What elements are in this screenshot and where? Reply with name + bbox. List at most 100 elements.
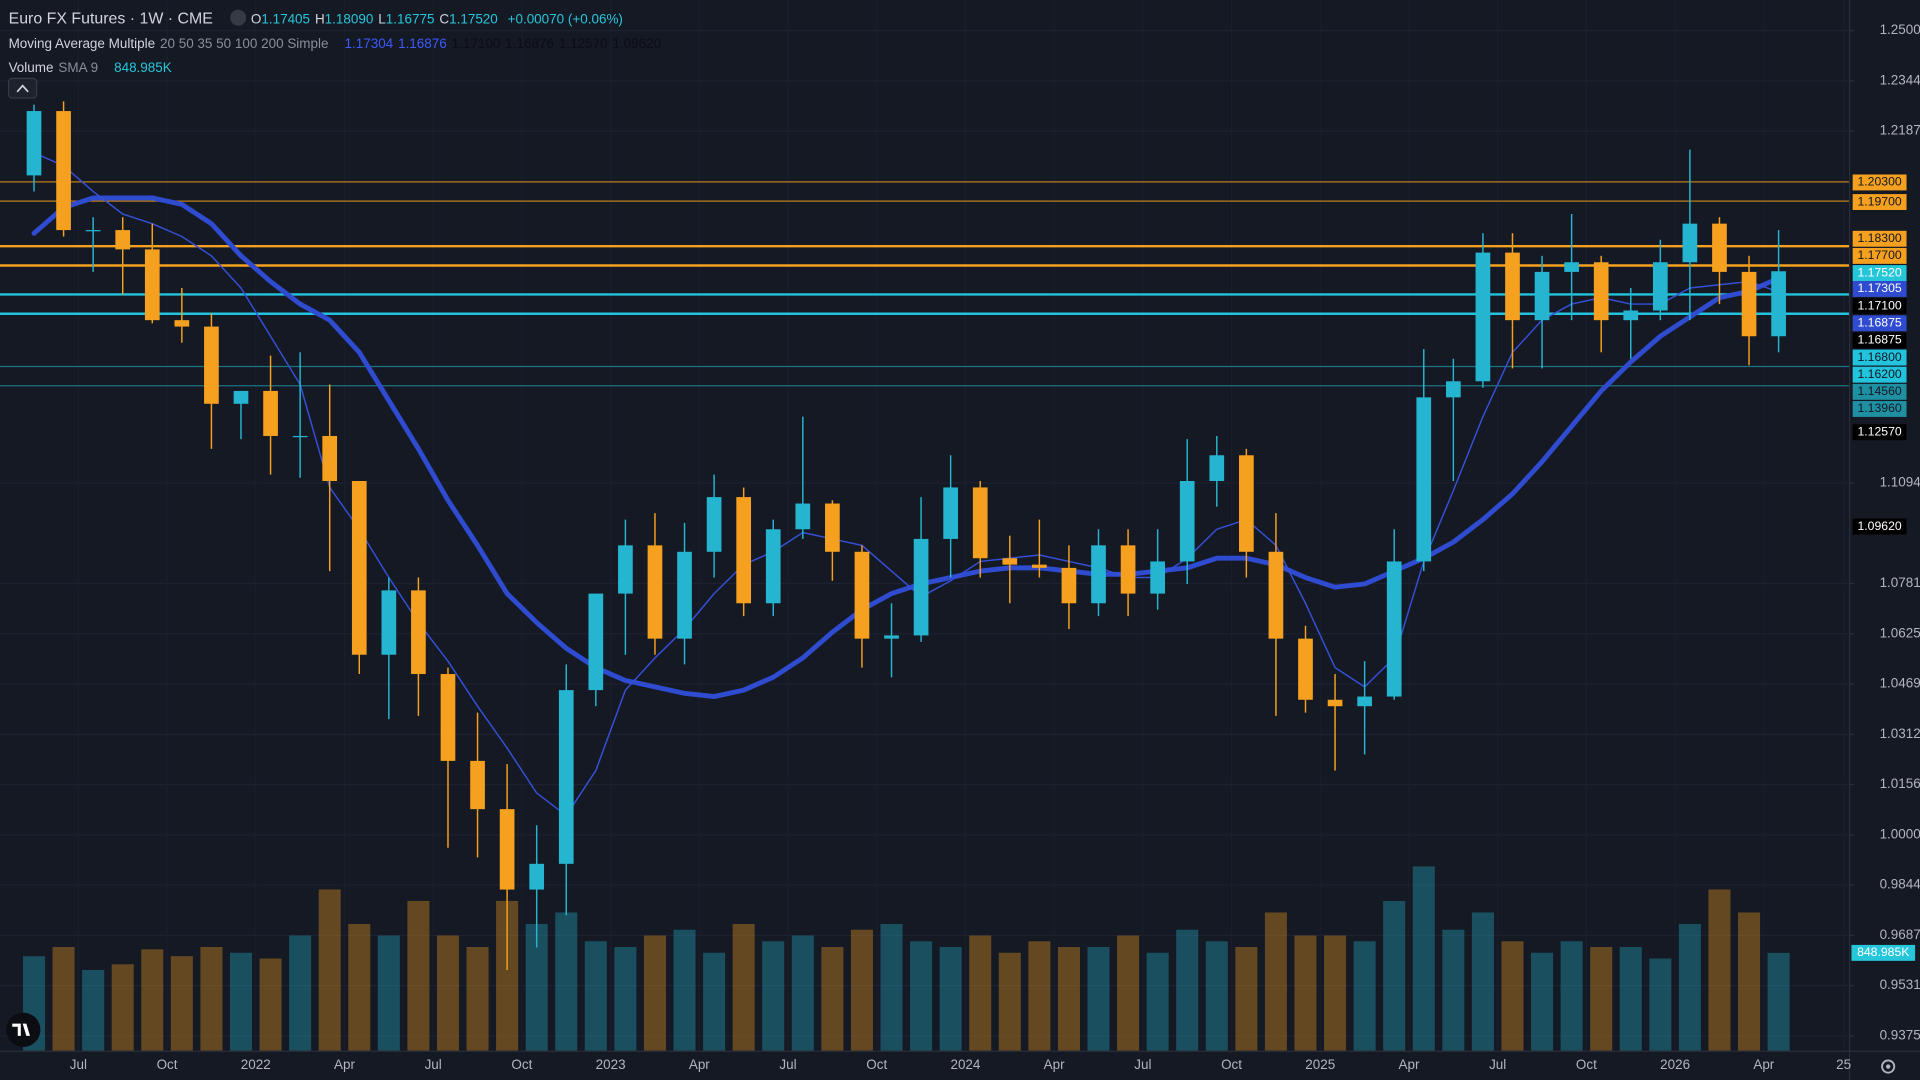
volume-bar bbox=[850, 929, 873, 1051]
candle-body bbox=[1150, 561, 1165, 594]
volume-layer bbox=[22, 866, 1790, 1051]
volume-bar bbox=[762, 941, 785, 1051]
candle-body bbox=[1268, 551, 1284, 639]
indicator-value: 1.17100 bbox=[451, 36, 501, 52]
indicator-name[interactable]: Moving Average Multiple bbox=[8, 36, 156, 52]
volume-bar bbox=[880, 923, 903, 1051]
price-label: 1.17305 bbox=[1857, 281, 1901, 295]
candle-body bbox=[322, 435, 338, 482]
x-tick-label: Apr bbox=[689, 1057, 710, 1072]
volume-bar bbox=[318, 889, 341, 1051]
level-label-box bbox=[1852, 383, 1907, 400]
candle-body bbox=[381, 590, 397, 655]
price-label-box bbox=[1852, 332, 1907, 349]
grid-layer bbox=[0, 30, 1849, 1037]
candle-body bbox=[736, 497, 752, 604]
indicator-value: 1.16876 bbox=[398, 36, 447, 52]
y-tick-label: 1.25000 bbox=[1880, 22, 1920, 37]
volume-bar bbox=[1738, 912, 1761, 1051]
level-label: 1.16800 bbox=[1857, 350, 1901, 364]
volume-bar bbox=[1767, 952, 1790, 1051]
indicator-value: 1.16876 bbox=[505, 36, 554, 52]
candle-body bbox=[1652, 262, 1668, 311]
volume-bar bbox=[1471, 912, 1494, 1051]
candle-body bbox=[233, 390, 249, 404]
candle-body bbox=[351, 481, 367, 655]
candle-body bbox=[263, 390, 278, 436]
x-tick-label: Jul bbox=[425, 1057, 442, 1072]
candle-body bbox=[1593, 262, 1609, 321]
level-label: 1.18300 bbox=[1857, 231, 1901, 245]
collapse-box[interactable] bbox=[7, 77, 38, 99]
y-tick-label: 1.06250 bbox=[1880, 625, 1920, 640]
candle-body bbox=[440, 674, 456, 761]
volume-bar bbox=[614, 947, 637, 1051]
candle-body bbox=[1120, 545, 1136, 594]
y-tick-label: 1.21875 bbox=[1880, 123, 1920, 138]
level-label: 1.14560 bbox=[1857, 384, 1901, 398]
x-tick-label: 2022 bbox=[241, 1057, 271, 1072]
collapse-button[interactable] bbox=[7, 77, 38, 99]
price-label-box bbox=[1852, 265, 1907, 282]
x-tick-label: Oct bbox=[866, 1057, 887, 1072]
volume-bar bbox=[673, 929, 696, 1051]
price-label: 1.17520 bbox=[1857, 265, 1901, 279]
volume-bar bbox=[1560, 941, 1583, 1051]
volume-bar bbox=[52, 947, 75, 1051]
candle-body bbox=[144, 249, 160, 321]
volume-bar bbox=[791, 935, 814, 1051]
volume-bar bbox=[1590, 947, 1613, 1051]
level-label-box bbox=[1852, 230, 1907, 247]
logo-circle bbox=[6, 1012, 41, 1047]
x-tick-label: Apr bbox=[1753, 1057, 1774, 1072]
candle-body bbox=[795, 503, 811, 530]
volume-bar bbox=[821, 947, 844, 1051]
price-label: 1.12570 bbox=[1857, 424, 1901, 438]
symbol-title[interactable]: Euro FX Futures · 1W · CME bbox=[8, 8, 213, 27]
volume-bar bbox=[1531, 952, 1554, 1051]
volume-bar bbox=[525, 923, 548, 1051]
volume-bar bbox=[1294, 935, 1317, 1051]
volume-bar bbox=[1117, 935, 1140, 1051]
moving-average-line bbox=[31, 195, 1782, 700]
level-label-box bbox=[1852, 194, 1907, 211]
y-tick-label: 1.07815 bbox=[1880, 575, 1920, 590]
volume-bar bbox=[1353, 941, 1376, 1051]
price-label: 1.16875 bbox=[1857, 333, 1901, 347]
logo[interactable] bbox=[6, 1012, 41, 1047]
y-tick-label: 0.93750 bbox=[1880, 1028, 1920, 1043]
x-tick-label: Jul bbox=[1489, 1057, 1506, 1072]
candle-body bbox=[1061, 567, 1077, 604]
indicator-value: 848.985K bbox=[114, 61, 172, 76]
candle-body bbox=[972, 487, 988, 559]
indicator-name[interactable]: Volume bbox=[8, 61, 54, 76]
volume-bar bbox=[1176, 929, 1199, 1051]
price-label-box bbox=[1852, 315, 1907, 332]
volume-bar bbox=[1205, 941, 1228, 1051]
settings-button[interactable] bbox=[1881, 1059, 1896, 1074]
candle-body bbox=[1386, 561, 1402, 697]
x-tick-label: Oct bbox=[157, 1057, 178, 1072]
level-label-box bbox=[1852, 349, 1907, 366]
level-label: 1.19700 bbox=[1857, 194, 1901, 208]
x-tick-label: Jul bbox=[1134, 1057, 1151, 1072]
ohlc-key: C bbox=[439, 12, 450, 27]
volume-bar bbox=[1146, 952, 1169, 1051]
price-label: 1.17100 bbox=[1857, 298, 1901, 312]
volume-bar bbox=[1235, 947, 1258, 1051]
candle-body bbox=[1623, 310, 1639, 321]
volume-bar bbox=[1501, 941, 1524, 1051]
volume-bar bbox=[1649, 958, 1672, 1051]
change: +0.00070 (+0.06%) bbox=[507, 12, 623, 27]
volume-bar bbox=[1383, 900, 1406, 1051]
candle-body bbox=[825, 503, 840, 552]
candle-body bbox=[913, 538, 929, 636]
candle-body bbox=[85, 230, 101, 232]
volume-bar bbox=[170, 956, 193, 1051]
indicator-params: SMA 9 bbox=[58, 61, 99, 76]
volume-bar bbox=[1264, 912, 1287, 1051]
candle-body bbox=[26, 111, 42, 176]
ohlc-value: 1.17405 bbox=[261, 12, 311, 27]
